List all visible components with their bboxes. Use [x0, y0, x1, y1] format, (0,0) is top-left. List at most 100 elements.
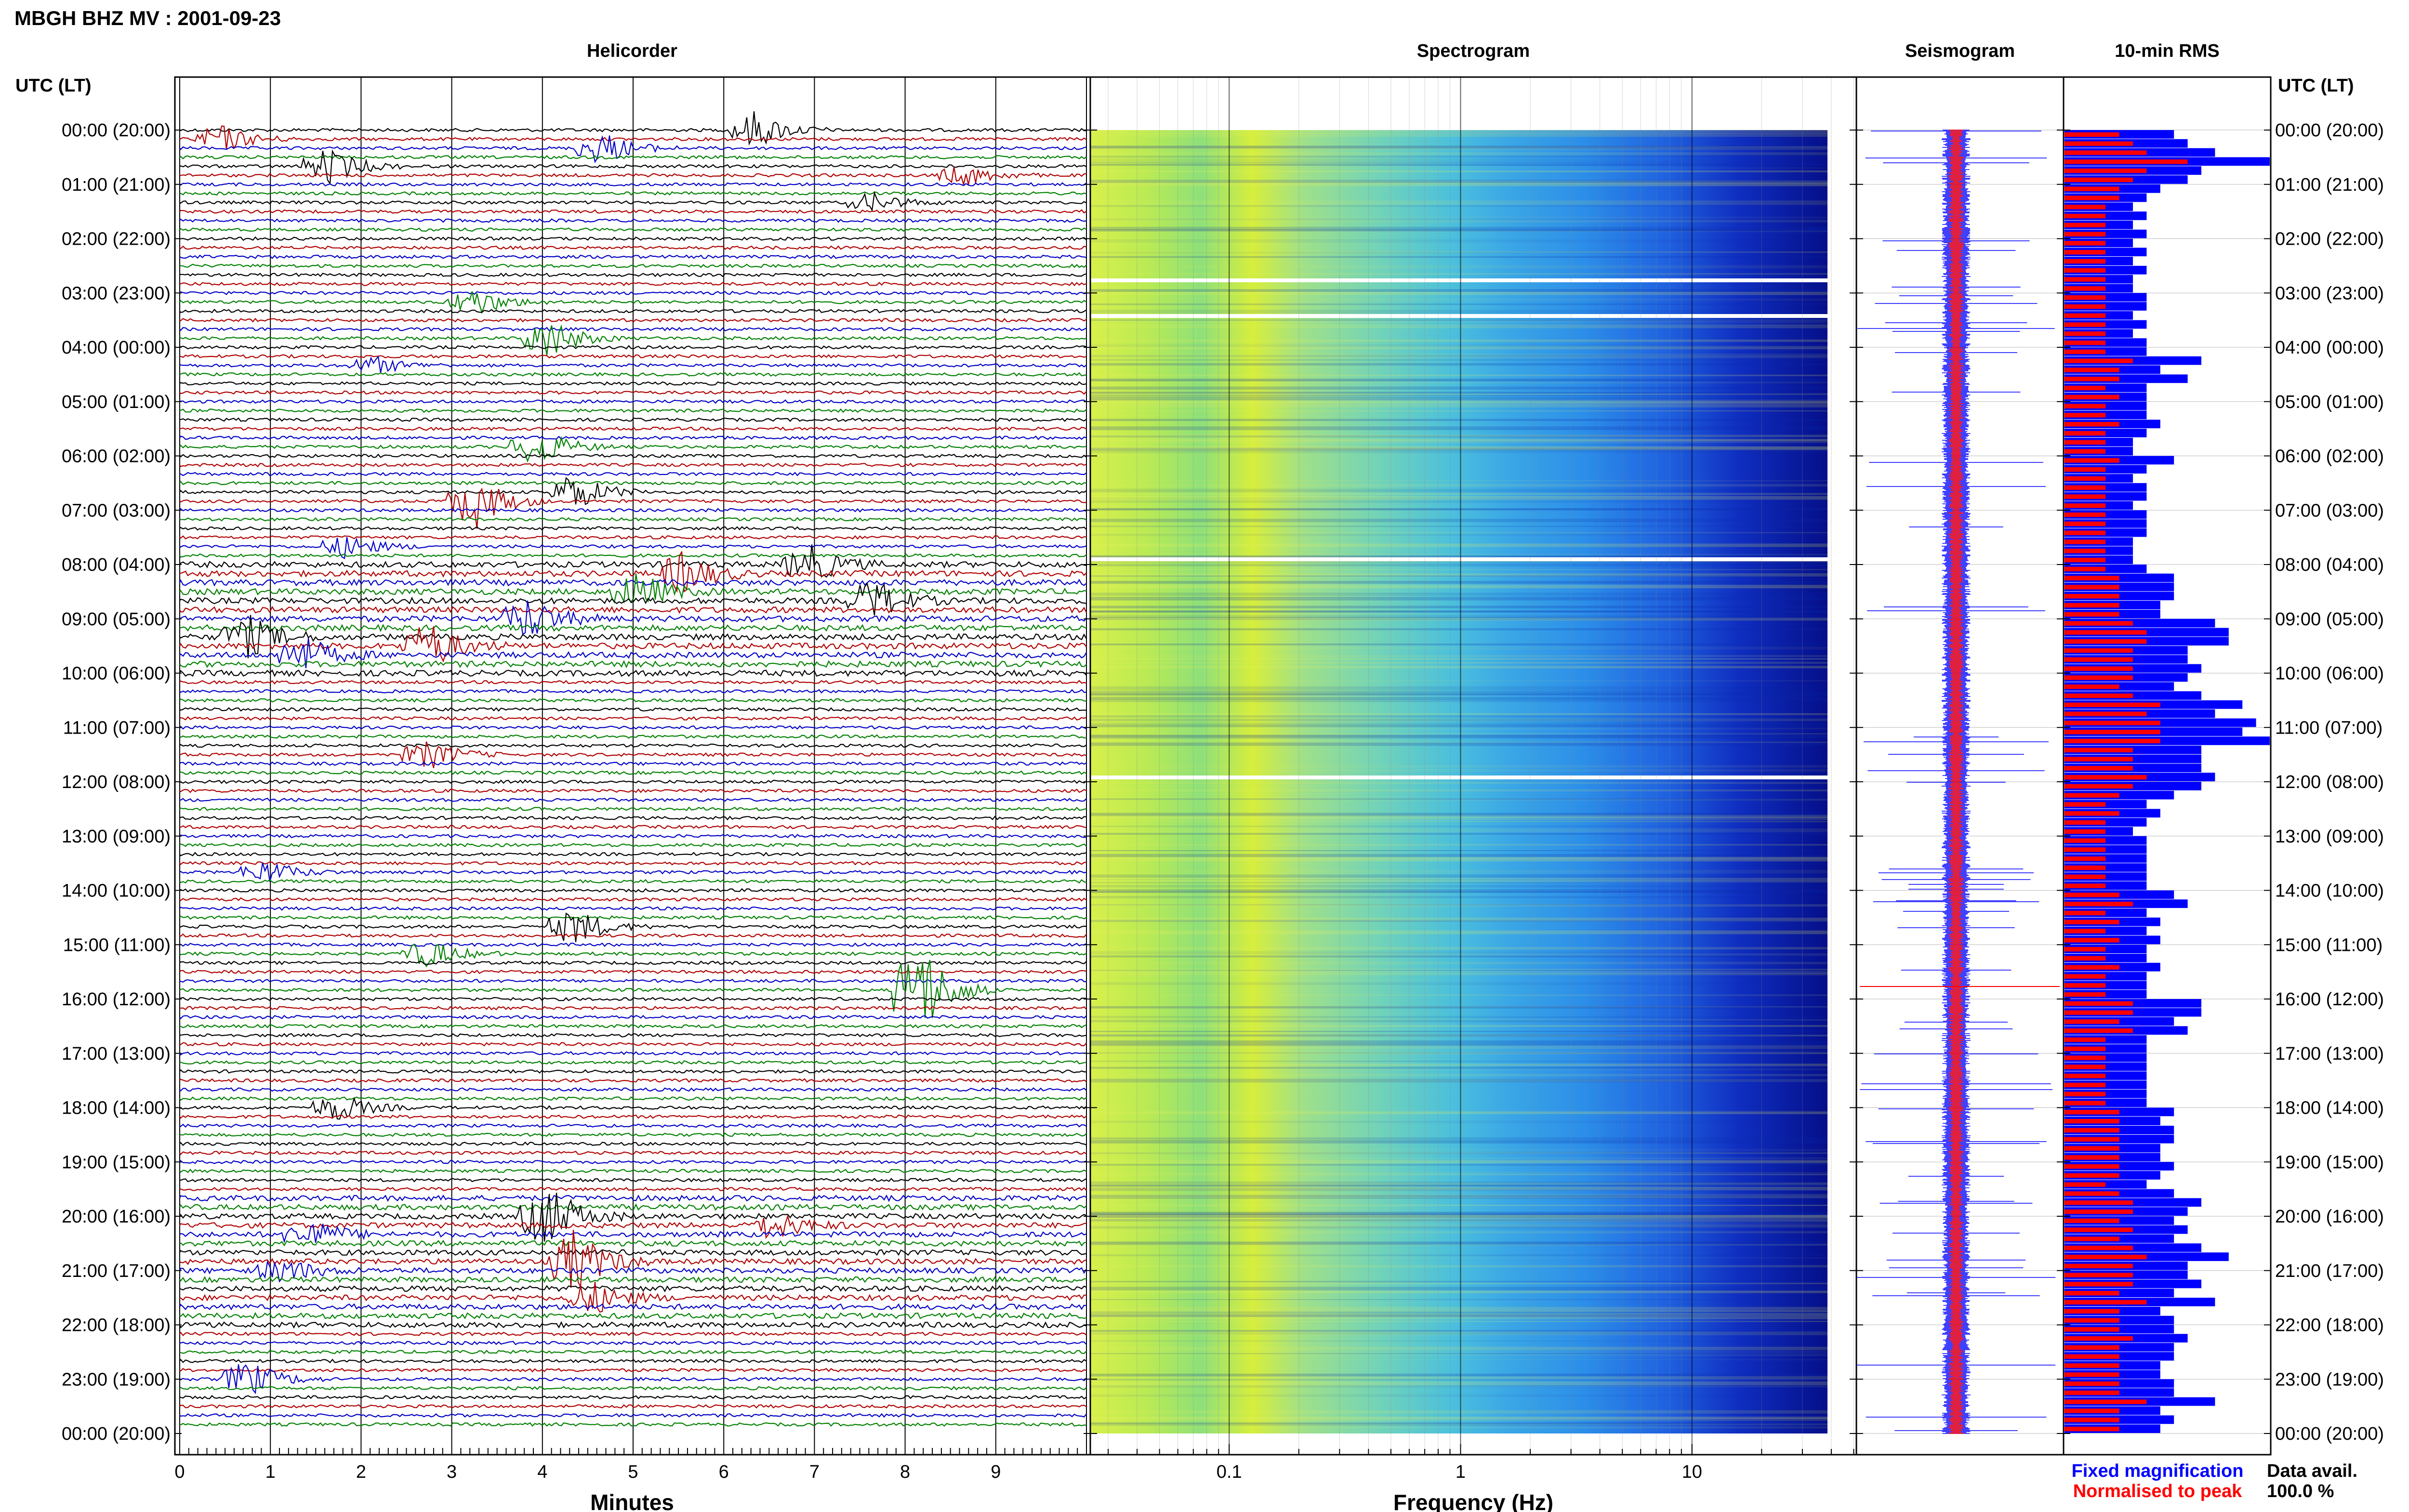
spectrogram-stripe	[1090, 693, 1827, 695]
spectrogram-stripe	[1090, 1016, 1827, 1018]
helicorder-trace-line	[179, 770, 1087, 775]
rms-bar-normalised	[2065, 196, 2119, 200]
rms-bar-normalised	[2065, 693, 2133, 698]
frequency-axis-label: Frequency (Hz)	[1393, 1490, 1553, 1512]
spectrogram-stripe	[1090, 724, 1827, 728]
minute-tick-label: 4	[537, 1462, 547, 1482]
rms-bar-normalised	[2065, 1019, 2119, 1024]
helicorder-trace-line	[179, 218, 1087, 223]
time-tick-label-right: 22:00 (18:00)	[2275, 1315, 2384, 1336]
helicorder-trace-line	[179, 327, 1087, 332]
time-tick-label-left: 06:00 (02:00)	[62, 447, 171, 467]
spectrogram-stripe	[1090, 1241, 1827, 1245]
spectrogram-stripe	[1090, 484, 1827, 487]
rms-bar-normalised	[2065, 322, 2106, 327]
spectrogram-stripe	[1090, 339, 1827, 342]
time-tick-label-right: 13:00 (09:00)	[2275, 827, 2384, 847]
helicorder-trace-line	[179, 417, 1087, 422]
spectrogram-stripe	[1090, 1231, 1827, 1234]
spectrogram-stripe	[1090, 1340, 1827, 1342]
spectrogram-stripe	[1090, 918, 1827, 921]
spectrogram-stripe	[1090, 251, 1827, 253]
spectrogram-stripe	[1090, 508, 1827, 511]
spectrogram-stripe	[1090, 447, 1827, 450]
spectrogram-stripe	[1090, 1074, 1827, 1076]
time-tick-label-right: 10:00 (06:00)	[2275, 664, 2384, 684]
spectrogram-gap	[1090, 776, 1827, 779]
spectrogram-stripe	[1090, 553, 1827, 556]
spectrogram-stripe	[1090, 953, 1827, 956]
spectrogram-stripe	[1090, 815, 1827, 818]
spectrogram-stripe	[1090, 200, 1827, 204]
helicorder-trace-line	[179, 517, 1087, 522]
rms-bar-normalised	[2065, 811, 2119, 816]
helicorder-trace-line	[179, 698, 1087, 703]
spectrogram-stripe	[1090, 1112, 1827, 1115]
spectrogram-stripe	[1090, 319, 1827, 321]
rms-bar-normalised	[2065, 358, 2133, 363]
rms-bars	[2065, 130, 2270, 1433]
spectrogram-stripe	[1090, 735, 1827, 737]
spectrogram-stripe	[1090, 180, 1827, 184]
rms-bar-normalised	[2065, 340, 2106, 345]
spectrogram-grid	[1108, 77, 1854, 1455]
helicorder-trace-line	[180, 1341, 1087, 1345]
spectrogram-stripe	[1090, 1184, 1827, 1187]
spectrogram-stripe	[1090, 447, 1827, 451]
helicorder-trace-line	[179, 551, 1087, 593]
helicorder-trace-line	[179, 1193, 1087, 1242]
rms-bar-normalised	[2065, 1390, 2119, 1395]
rms-frame	[2063, 76, 2272, 1456]
spectrogram-stripe	[1090, 628, 1827, 631]
helicorder-trace-line	[179, 111, 1087, 146]
spectrogram-stripe	[1090, 180, 1827, 183]
rms-bar-normalised	[2065, 576, 2119, 580]
rms-bar-normalised	[2065, 331, 2106, 336]
helicorder-trace-line	[179, 1006, 1087, 1011]
helicorder-trace-line	[179, 435, 1087, 440]
rms-bar-normalised	[2065, 1046, 2106, 1052]
helicorder-title: Helicorder	[587, 41, 677, 61]
spectrogram-stripe	[1090, 569, 1827, 570]
helicorder-trace-line	[179, 345, 1087, 350]
spectrogram-stripe	[1090, 401, 1827, 405]
spectrogram-stripe	[1090, 256, 1827, 258]
spectrogram-stripe	[1090, 1173, 1827, 1175]
helicorder-trace-line	[179, 789, 1087, 793]
rms-bar-normalised	[2065, 1010, 2133, 1015]
spectrogram-stripe	[1090, 435, 1827, 437]
spectrogram-stripe	[1090, 693, 1827, 696]
spectrogram-stripe	[1090, 885, 1827, 888]
helicorder-trace-line	[179, 1194, 1087, 1202]
helicorder-trace-line	[179, 245, 1087, 250]
rms-bar-normalised	[2065, 277, 2106, 282]
spectrogram-stripe	[1090, 610, 1827, 613]
page-title: MBGH BHZ MV : 2001-09-23	[14, 7, 281, 29]
spectrogram-stripe	[1090, 1064, 1827, 1066]
rms-bar-normalised	[2065, 929, 2106, 933]
helicorder-trace-line	[179, 579, 1087, 587]
rms-bar-normalised	[2065, 1091, 2106, 1097]
rms-bar-normalised	[2065, 1408, 2119, 1413]
spectrogram-stripe	[1090, 543, 1827, 547]
rms-bar-normalised	[2065, 594, 2119, 599]
helicorder-trace-line	[179, 638, 1087, 669]
spectrogram-stripe	[1090, 488, 1827, 492]
spectrogram-stripe	[1090, 1385, 1827, 1388]
spectrogram-gap	[1090, 278, 1827, 282]
helicorder-trace-line	[179, 1367, 1087, 1373]
spectrogram-stripe	[1090, 1287, 1827, 1290]
helicorder-trace-line	[179, 1186, 1087, 1192]
rms-bar-normalised	[2065, 521, 2106, 526]
rms-bar-normalised	[2065, 286, 2106, 291]
helicorder-trace-line	[179, 997, 1087, 1001]
frequency-axis: 0.1 1 10	[1108, 1444, 1854, 1482]
spectrogram-stripe	[1090, 386, 1827, 390]
rms-bar-normalised	[2065, 621, 2133, 626]
rms-bar-normalised	[2065, 1200, 2133, 1205]
helicorder-trace-line	[179, 1169, 1087, 1173]
spectrogram-stripe	[1090, 319, 1827, 323]
rms-bar-normalised	[2065, 141, 2133, 146]
spectrogram-stripe	[1090, 555, 1827, 557]
